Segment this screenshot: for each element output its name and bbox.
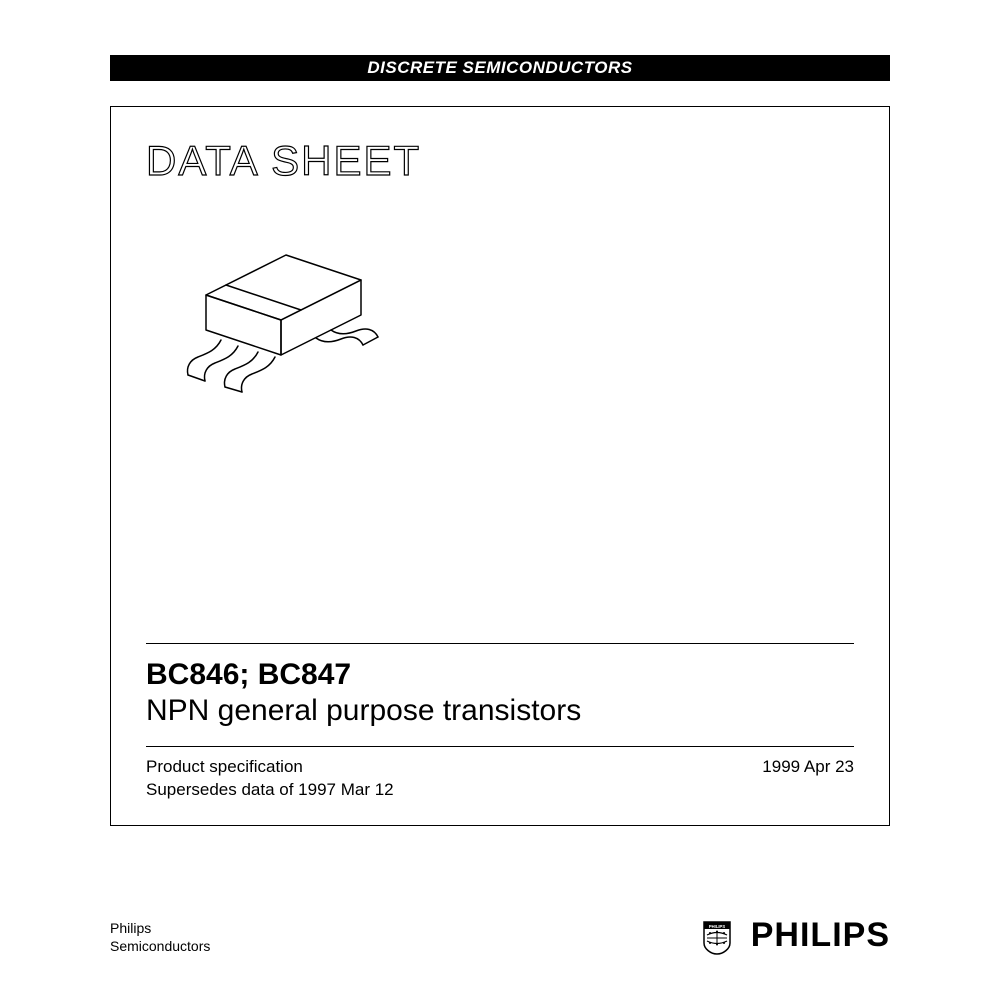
header-category-text: DISCRETE SEMICONDUCTORS [367, 58, 632, 77]
part-number: BC846; BC847 [146, 658, 854, 692]
footer-company-line1: Philips [110, 920, 210, 938]
spec-row: Product specification 1999 Apr 23 [146, 757, 854, 777]
datasheet-title: DATA SHEET [146, 137, 854, 185]
footer: Philips Semiconductors PHILIPS PHILIPS [110, 916, 890, 955]
package-illustration [166, 235, 854, 400]
divider-line [146, 643, 854, 644]
supersedes-text: Supersedes data of 1997 Mar 12 [146, 780, 854, 800]
footer-company: Philips Semiconductors [110, 920, 210, 955]
footer-brand-block: PHILIPS PHILIPS [703, 916, 890, 955]
spec-date: 1999 Apr 23 [762, 757, 854, 777]
philips-shield-icon: PHILIPS [703, 921, 731, 955]
spec-label: Product specification [146, 757, 303, 777]
header-category-bar: DISCRETE SEMICONDUCTORS [110, 55, 890, 81]
svg-text:PHILIPS: PHILIPS [709, 924, 725, 929]
footer-company-line2: Semiconductors [110, 938, 210, 956]
divider-line [146, 746, 854, 747]
philips-wordmark: PHILIPS [751, 916, 890, 955]
content-box: DATA SHEET [110, 106, 890, 826]
part-description: NPN general purpose transistors [146, 694, 854, 728]
